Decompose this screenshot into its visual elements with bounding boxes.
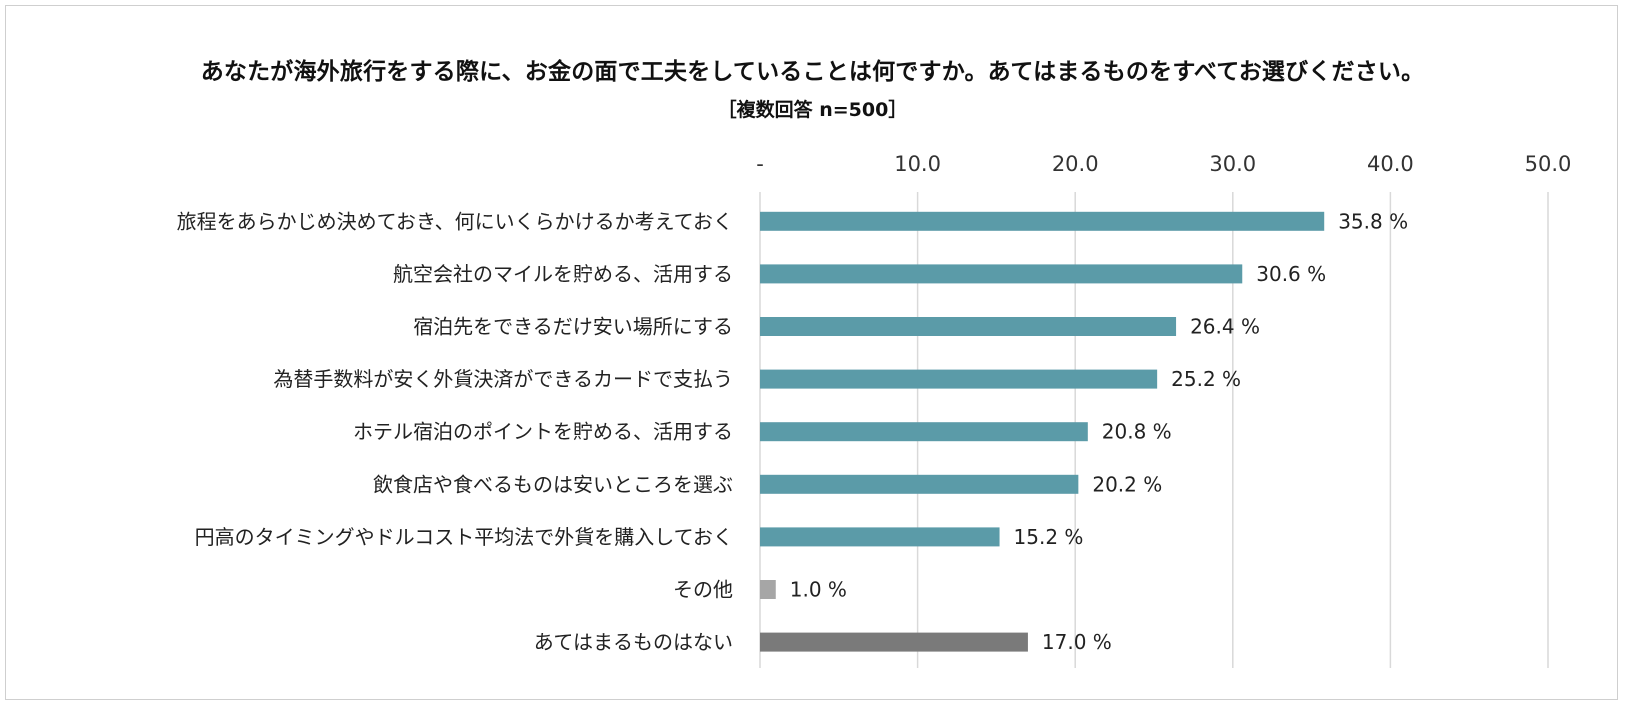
x-tick-label: 20.0 <box>1052 152 1099 176</box>
chart-title: あなたが海外旅行をする際に、お金の面で工夫をしていることは何ですか。あてはまるも… <box>200 59 1425 85</box>
x-tick-label: - <box>756 152 764 176</box>
chart-subtitle: ［複数回答 n=500］ <box>717 99 908 121</box>
category-label: あてはまるものはない <box>534 630 733 654</box>
data-label: 30.6 % <box>1256 262 1326 286</box>
data-label: 26.4 % <box>1190 315 1260 339</box>
chart-frame <box>5 5 1618 700</box>
bar <box>760 527 1000 547</box>
category-label: 飲食店や食べるものは安いところを選ぶ <box>373 472 733 496</box>
data-label: 15.2 % <box>1014 525 1084 549</box>
category-label: ホテル宿泊のポイントを貯める、活用する <box>353 420 733 444</box>
x-tick-label: 30.0 <box>1209 152 1256 176</box>
bar <box>760 264 1243 284</box>
category-label: 旅程をあらかじめ決めておき、何にいくらかけるか考えておく <box>177 209 733 233</box>
x-tick-label: 10.0 <box>894 152 941 176</box>
category-labels: 旅程をあらかじめ決めておき、何にいくらかけるか考えておく航空会社のマイルを貯める… <box>177 209 733 654</box>
x-axis-ticks: - 10.0 20.0 30.0 40.0 50.0 <box>756 152 1571 176</box>
x-tick-label: 50.0 <box>1525 152 1572 176</box>
data-label: 17.0 % <box>1042 630 1112 654</box>
data-label: 25.2 % <box>1171 367 1241 391</box>
value-labels: 35.8 % 30.6 % 26.4 % 25.2 % 20.8 % 20.2 % 15.2… <box>790 209 1408 654</box>
category-label: 宿泊先をできるだけ安い場所にする <box>413 315 733 339</box>
data-label: 35.8 % <box>1338 209 1408 233</box>
category-label: 航空会社のマイルを貯める、活用する <box>393 262 733 286</box>
bar <box>760 369 1158 389</box>
x-tick-label: 40.0 <box>1367 152 1414 176</box>
bar <box>760 580 776 599</box>
bar <box>760 632 1028 652</box>
category-label: 円高のタイミングやドルコスト平均法で外貨を購入しておく <box>195 525 733 549</box>
bar <box>760 474 1079 494</box>
bars <box>760 211 1325 652</box>
data-label: 20.8 % <box>1102 420 1172 444</box>
bar <box>760 422 1088 442</box>
bar <box>760 317 1177 336</box>
category-label: 為替手数料が安く外貨決済ができるカードで支払う <box>273 367 733 391</box>
bar <box>760 211 1325 231</box>
data-label: 1.0 % <box>790 578 847 602</box>
data-label: 20.2 % <box>1092 472 1162 496</box>
category-label: その他 <box>673 578 733 602</box>
